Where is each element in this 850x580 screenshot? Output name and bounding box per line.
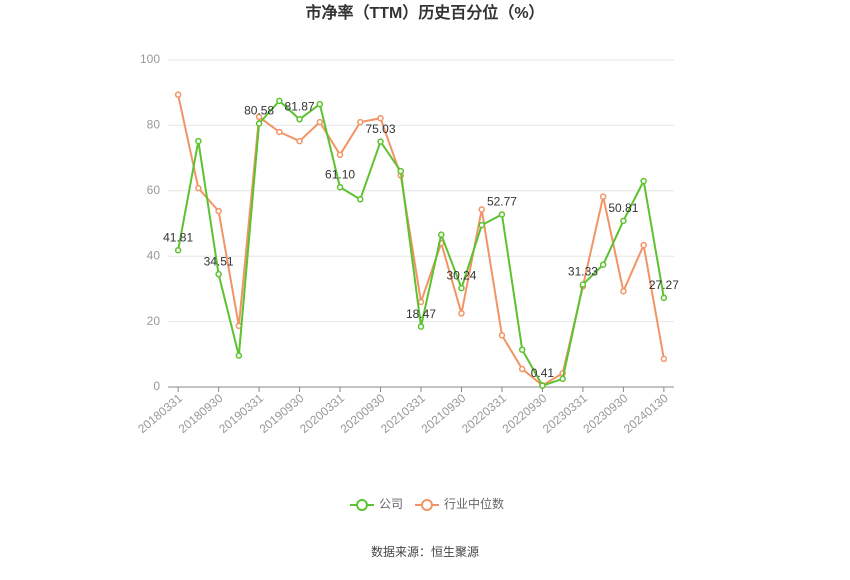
point: [640, 177, 647, 185]
data-label: 34.51: [204, 254, 234, 268]
y-tick-label: 80: [147, 118, 161, 132]
point: [599, 193, 607, 200]
source: 数据来源：恒生聚源: [371, 544, 479, 559]
point: [417, 298, 425, 306]
y-tick-label: 0: [153, 379, 160, 393]
point: [357, 196, 364, 203]
point: [316, 100, 324, 108]
y-tick-label: 20: [147, 314, 161, 328]
legend-marker: [356, 499, 368, 511]
point: [215, 207, 222, 215]
point: [215, 270, 222, 278]
data-label: 52.77: [487, 195, 517, 209]
series-line: [177, 94, 665, 387]
data-label: 30.24: [446, 268, 476, 282]
legend-label: 公司: [379, 497, 403, 511]
point: [255, 113, 263, 121]
point: [559, 375, 566, 383]
point: [336, 183, 344, 191]
point: [174, 247, 182, 254]
y-tick-label: 40: [147, 248, 161, 262]
point: [235, 352, 243, 359]
point: [478, 221, 485, 229]
point: [579, 281, 587, 288]
point: [478, 206, 485, 213]
point: [316, 118, 324, 126]
chart-title: 市净率（TTM）历史百分位（%）: [305, 3, 544, 22]
data-label: 75.03: [366, 122, 396, 136]
data-label: 81.87: [285, 99, 315, 113]
data-label: 50.81: [608, 201, 638, 215]
legend-label: 行业中位数: [444, 496, 504, 511]
point: [276, 97, 283, 105]
point: [397, 167, 405, 175]
data-label: 61.10: [325, 167, 355, 181]
series-line: [177, 99, 665, 387]
point: [377, 114, 384, 122]
point: [539, 382, 546, 389]
point: [336, 151, 344, 159]
point: [458, 310, 465, 317]
point: [458, 284, 465, 292]
point: [296, 116, 303, 123]
data-label: 80.58: [244, 104, 274, 118]
legend-marker: [421, 499, 433, 511]
point: [276, 128, 283, 136]
y-tick-label: 60: [147, 183, 161, 197]
point: [640, 241, 647, 249]
data-label: 41.81: [163, 230, 193, 244]
point: [296, 137, 303, 145]
x-tick-label: 20240130: [621, 391, 671, 436]
point: [377, 138, 384, 145]
point: [174, 91, 182, 98]
point: [357, 118, 364, 126]
point: [518, 346, 526, 353]
data-label: 18.47: [406, 307, 436, 321]
point: [195, 184, 202, 192]
point: [417, 323, 425, 330]
point: [437, 231, 445, 238]
point: [660, 355, 668, 363]
point: [498, 211, 506, 218]
point: [518, 365, 526, 373]
data-label: 27.27: [649, 278, 679, 292]
y-tick-label: 100: [140, 52, 160, 66]
data-label: 0.41: [531, 366, 555, 380]
point: [498, 332, 506, 339]
point: [599, 261, 607, 268]
point: [255, 120, 263, 127]
point: [660, 294, 668, 302]
data-label: 31.33: [568, 265, 598, 279]
point: [195, 137, 202, 145]
point: [620, 287, 627, 295]
point: [620, 217, 627, 225]
